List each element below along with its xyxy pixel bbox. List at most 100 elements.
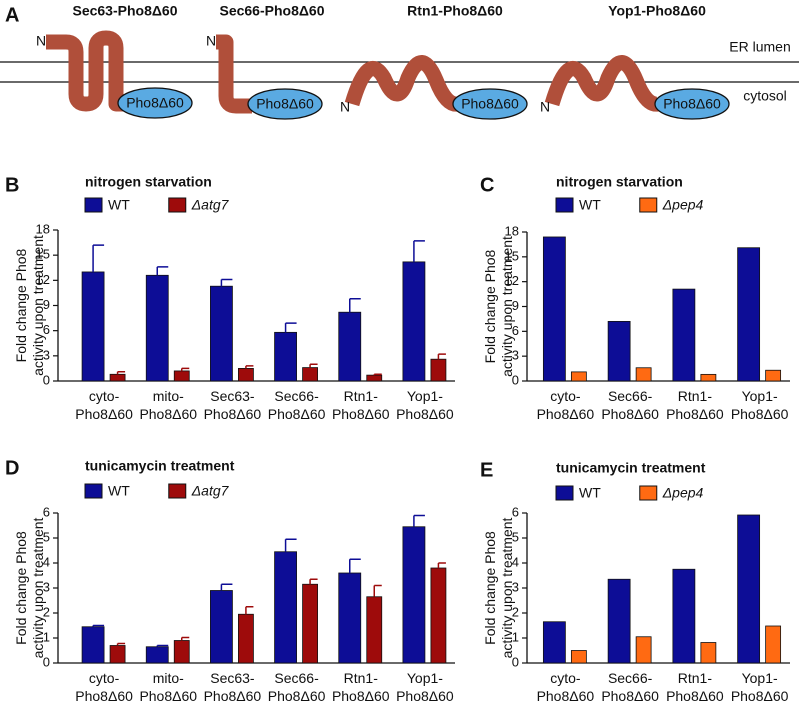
y-tick-label: 3 <box>43 579 50 594</box>
bar <box>145 646 169 664</box>
bar <box>81 271 105 382</box>
n-terminus: N <box>206 33 216 49</box>
x-tick-label: Sec66-Pho8Δ60 <box>601 670 659 701</box>
y-tick-label: 12 <box>36 272 50 287</box>
legend-swatch <box>84 483 103 499</box>
y-tick-label: 0 <box>512 372 519 387</box>
tag-label: Pho8Δ60 <box>126 95 184 111</box>
error-bar <box>116 371 126 375</box>
x-tick-label: Yop1-Pho8Δ60 <box>396 388 454 422</box>
bar <box>765 369 782 382</box>
bar <box>430 567 447 664</box>
legend-label: WT <box>579 485 601 501</box>
y-tick-label: 18 <box>36 221 50 236</box>
n-terminus: N <box>540 99 550 115</box>
y-axis-label: Fold change Pho8activity upon treatment <box>482 236 515 377</box>
x-tick-label: Sec66-Pho8Δ60 <box>601 388 659 422</box>
y-tick-label: 6 <box>43 504 50 519</box>
tag-label: Pho8Δ60 <box>256 96 314 112</box>
y-axis-label: Fold change Pho8activity upon treatment <box>482 517 515 658</box>
legend-label: WT <box>108 197 130 213</box>
bar <box>338 311 362 382</box>
y-tick-label: 4 <box>512 554 519 569</box>
y-axis-label: Fold change Pho8activity upon treatment <box>13 235 46 376</box>
y-tick-label: 0 <box>43 372 50 387</box>
y-tick-label: 4 <box>43 554 50 569</box>
legend-label: Δatg7 <box>191 197 230 213</box>
x-tick-label: cyto-Pho8Δ60 <box>75 670 133 701</box>
bar <box>542 236 566 382</box>
bar <box>635 367 652 382</box>
chart-title: nitrogen starvation <box>85 174 212 190</box>
y-tick-label: 12 <box>505 273 519 288</box>
y-tick-label: 1 <box>43 629 50 644</box>
bar <box>274 551 297 664</box>
tag-ellipse <box>247 88 323 120</box>
legend-swatch <box>555 197 574 213</box>
y-tick-label: 6 <box>512 504 519 519</box>
error-bar <box>373 584 382 597</box>
bar <box>109 373 126 382</box>
y-tick-label: 15 <box>36 247 50 262</box>
construct-name: Sec66-Pho8Δ60 <box>219 3 324 19</box>
tag-ellipse <box>452 88 528 120</box>
n-terminus: N <box>340 99 350 115</box>
legend-swatch <box>168 483 187 499</box>
legend-swatch <box>168 197 187 213</box>
construct-name: Rtn1-Pho8Δ60 <box>407 3 503 19</box>
legend-swatch <box>555 485 574 501</box>
construct-name: Sec63-Pho8Δ60 <box>72 3 177 19</box>
bar <box>402 526 426 664</box>
protein-shape <box>46 30 125 112</box>
y-tick-label: 9 <box>512 298 519 313</box>
bar <box>700 642 717 664</box>
y-tick-label: 9 <box>43 297 50 312</box>
error-bar <box>92 624 105 627</box>
bar <box>672 288 696 382</box>
legend-label: Δpep4 <box>662 197 704 213</box>
bar <box>635 636 652 664</box>
x-tick-label: Sec66-Pho8Δ60 <box>268 670 326 701</box>
panel-letter: C <box>480 174 494 196</box>
y-tick-label: 5 <box>43 529 50 544</box>
error-bar <box>92 244 105 272</box>
y-tick-label: 3 <box>512 348 519 363</box>
tag-label: Pho8Δ60 <box>461 96 519 112</box>
protein-shape <box>216 34 252 114</box>
bar <box>366 596 383 664</box>
bar <box>238 368 254 382</box>
x-tick-label: cyto-Pho8Δ60 <box>537 388 595 422</box>
x-tick-label: Yop1-Pho8Δ60 <box>731 388 789 422</box>
x-tick-label: Yop1-Pho8Δ60 <box>396 670 454 701</box>
error-bar <box>181 636 190 641</box>
x-tick-label: mito-Pho8Δ60 <box>139 388 197 422</box>
bar <box>238 613 254 664</box>
x-tick-label: cyto-Pho8Δ60 <box>75 388 133 422</box>
chart-title: tunicamycin treatment <box>556 460 706 476</box>
y-tick-label: 3 <box>512 579 519 594</box>
x-tick-label: mito-Pho8Δ60 <box>139 670 197 701</box>
error-bar <box>181 367 190 371</box>
y-tick-label: 18 <box>505 223 519 238</box>
bar <box>570 371 587 382</box>
bar <box>737 247 761 382</box>
legend-swatch <box>84 197 103 213</box>
bar <box>210 590 233 664</box>
x-tick-label: Rtn1-Pho8Δ60 <box>332 388 390 422</box>
error-bar <box>245 606 254 615</box>
y-tick-label: 15 <box>505 248 519 263</box>
error-bar <box>156 644 169 647</box>
error-bar <box>437 562 446 568</box>
x-tick-label: Sec63-Pho8Δ60 <box>204 388 262 422</box>
error-bar <box>220 583 233 591</box>
error-bar <box>309 363 318 368</box>
y-axis-label: Fold change Pho8activity upon treatment <box>13 517 46 658</box>
compartment-label: ER lumen <box>729 39 790 55</box>
compartment-label: cytosol <box>743 88 787 104</box>
bar <box>430 358 447 382</box>
x-tick-label: Rtn1-Pho8Δ60 <box>666 388 724 422</box>
y-tick-label: 2 <box>43 604 50 619</box>
bar <box>109 645 126 664</box>
protein-shape <box>544 55 660 112</box>
